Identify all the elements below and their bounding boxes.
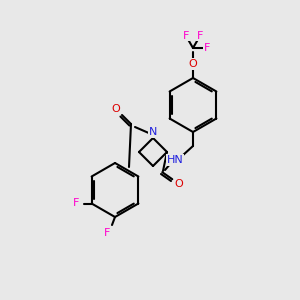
Text: F: F — [197, 31, 203, 41]
Text: O: O — [175, 179, 183, 189]
Text: F: F — [204, 43, 210, 53]
Text: F: F — [104, 228, 110, 238]
Text: N: N — [149, 127, 157, 137]
Text: HN: HN — [167, 155, 183, 165]
Text: O: O — [189, 59, 197, 69]
Text: F: F — [183, 31, 189, 41]
Text: O: O — [112, 104, 120, 114]
Text: F: F — [72, 199, 79, 208]
